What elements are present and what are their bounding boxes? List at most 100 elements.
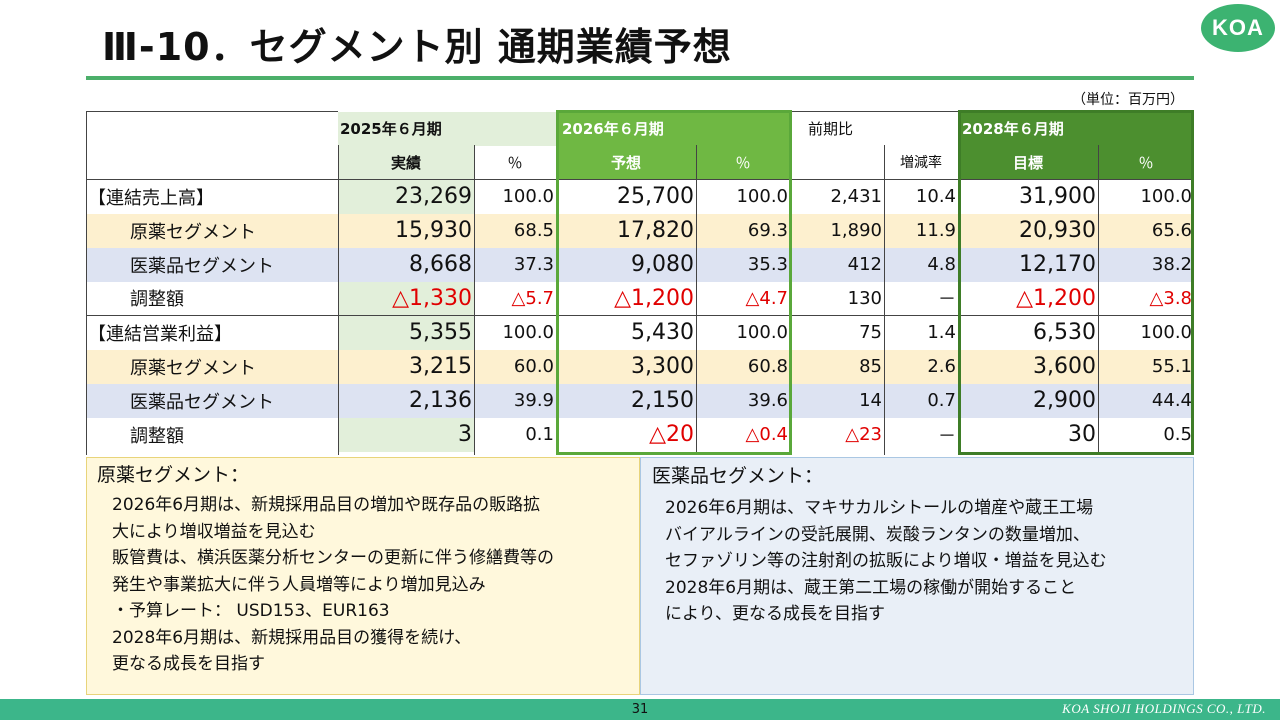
- table-divider-rate: [884, 145, 885, 455]
- pct-2026-cell: △0.4: [696, 417, 790, 452]
- target-2028-cell: △1,200: [958, 281, 1098, 316]
- company-name: KOA SHOJI HOLDINGS CO., LTD.: [1062, 701, 1266, 716]
- table-row: 原薬セグメント 3,215 60.0 3,300 60.8 85 2.6 3,6…: [86, 349, 1194, 384]
- actual-2025-cell: 3,215: [338, 349, 474, 384]
- pharma-note-line: 2028年6月期は、蔵王第二工場の稼働が開始すること: [665, 577, 1077, 598]
- change-rate-cell: 0.7: [884, 383, 958, 418]
- pct-2028-cell: 65.6: [1098, 213, 1194, 248]
- table-row: 【連結売上高】 23,269 100.0 25,700 100.0 2,431 …: [86, 179, 1194, 214]
- actual-2025-cell: 23,269: [338, 179, 474, 214]
- pct-2025-cell: 68.5: [474, 213, 556, 248]
- change-rate-cell: 1.4: [884, 315, 958, 350]
- table-divider-pct26: [696, 145, 697, 455]
- table-row: 【連結営業利益】 5,355 100.0 5,430 100.0 75 1.4 …: [86, 315, 1194, 350]
- header-pct-2026: ％: [696, 145, 790, 180]
- target-2028-cell: 20,930: [958, 213, 1098, 248]
- header-pct-2028: ％: [1098, 145, 1194, 180]
- target-2028-cell: 6,530: [958, 315, 1098, 350]
- pharma-note-line: 2026年6月期は、マキサカルシトールの増産や蔵王工場: [665, 498, 1094, 518]
- pct-2025-cell: 100.0: [474, 315, 556, 350]
- row-label: 調整額: [86, 417, 338, 452]
- table-divider-label: [338, 145, 339, 455]
- page-title: Ⅲ-10．セグメント別 通期業績予想: [102, 25, 732, 69]
- pct-2025-cell: 60.0: [474, 349, 556, 384]
- actual-2025-cell: 2,136: [338, 383, 474, 418]
- pharma-note-line: セファゾリン等の注射剤の拡販により増収・増益を見込む: [665, 551, 1107, 571]
- yoy-cell: △23: [790, 417, 884, 452]
- header-fy2026: 2026年６月期: [556, 111, 696, 146]
- row-label: 【連結売上高】: [86, 179, 338, 214]
- api-note-line: 2028年6月期は、新規採用品目の獲得を続け、: [112, 627, 472, 648]
- footer-bar: [0, 699, 1280, 720]
- pct-2025-cell: 0.1: [474, 417, 556, 452]
- pharma-note-line: により、更なる成長を目指す: [665, 604, 885, 624]
- api-note-line: 更なる成長を目指す: [112, 654, 265, 674]
- company-logo: KOA: [1201, 4, 1275, 52]
- pct-2025-cell: 37.3: [474, 247, 556, 282]
- pct-2028-cell: 0.5: [1098, 417, 1194, 452]
- page-number: 31: [631, 702, 649, 717]
- api-note-line: 2026年6月期は、新規採用品目の増加や既存品の販路拡: [112, 495, 541, 515]
- pharma-note-line: バイアルラインの受託展開、炭酸ランタンの数量増加、: [665, 524, 1090, 545]
- header-corner: [86, 111, 338, 146]
- target-2028-cell: 31,900: [958, 179, 1098, 214]
- row-label: 【連結営業利益】: [86, 315, 338, 350]
- header-fy2025: 2025年６月期: [338, 111, 556, 146]
- header-target: 目標: [958, 145, 1098, 180]
- yoy-cell: 2,431: [790, 179, 884, 214]
- header-actual: 実績: [338, 145, 474, 180]
- change-rate-cell: －: [884, 281, 958, 316]
- api-note-line: ・予算レート： USD153、EUR163: [112, 601, 390, 621]
- actual-2025-cell: 8,668: [338, 247, 474, 282]
- api-note-line: 販管費は、横浜医薬分析センターの更新に伴う修繕費等の: [112, 548, 554, 568]
- forecast-2026-cell: 17,820: [556, 213, 696, 248]
- pct-2028-cell: 100.0: [1098, 179, 1194, 214]
- forecast-2026-cell: 3,300: [556, 349, 696, 384]
- api-note-line: 発生や事業拡大に伴う人員増等により増加見込み: [112, 574, 486, 595]
- pct-2026-cell: △4.7: [696, 281, 790, 316]
- actual-2025-cell: 3: [338, 417, 474, 452]
- api-segment-note: 原薬セグメント： 2026年6月期は、新規採用品目の増加や既存品の販路拡 大によ…: [86, 457, 640, 695]
- forecast-2026-cell: 5,430: [556, 315, 696, 350]
- row-label: 原薬セグメント: [86, 213, 338, 248]
- table-divider-pct28: [1098, 145, 1099, 455]
- pct-2025-cell: △5.7: [474, 281, 556, 316]
- table-row: 原薬セグメント 15,930 68.5 17,820 69.3 1,890 11…: [86, 213, 1194, 248]
- table-header-row-1: 2025年６月期 2026年６月期 前期比 2028年６月期: [86, 111, 1194, 146]
- header-pct-2025: ％: [474, 145, 556, 180]
- change-rate-cell: 10.4: [884, 179, 958, 214]
- row-label: 医薬品セグメント: [86, 383, 338, 418]
- yoy-cell: 14: [790, 383, 884, 418]
- header-blank: [86, 145, 338, 180]
- header-yoy-filler: [884, 111, 958, 146]
- change-rate-cell: 4.8: [884, 247, 958, 282]
- pct-2028-cell: △3.8: [1098, 281, 1194, 316]
- pharma-note-heading: 医薬品セグメント：: [652, 465, 824, 487]
- header-yoy-blank: [790, 145, 884, 180]
- table-row: 調整額 3 0.1 △20 △0.4 △23 － 30 0.5: [86, 417, 1194, 452]
- table-row: 医薬品セグメント 8,668 37.3 9,080 35.3 412 4.8 1…: [86, 247, 1194, 282]
- row-label: 原薬セグメント: [86, 349, 338, 384]
- pharma-segment-note: 医薬品セグメント： 2026年6月期は、マキサカルシトールの増産や蔵王工場 バイ…: [640, 457, 1194, 695]
- table-left-border: [86, 111, 87, 455]
- table-row: 調整額 △1,330 △5.7 △1,200 △4.7 130 － △1,200…: [86, 281, 1194, 316]
- change-rate-cell: 11.9: [884, 213, 958, 248]
- pct-2026-cell: 69.3: [696, 213, 790, 248]
- row-label: 医薬品セグメント: [86, 247, 338, 282]
- pct-2025-cell: 100.0: [474, 179, 556, 214]
- unit-label: （単位：百万円）: [1072, 92, 1184, 108]
- forecast-2026-cell: △1,200: [556, 281, 696, 316]
- change-rate-cell: 2.6: [884, 349, 958, 384]
- header-fy2026-filler: [696, 111, 790, 146]
- forecast-2026-cell: 2,150: [556, 383, 696, 418]
- yoy-cell: 75: [790, 315, 884, 350]
- table-row: 医薬品セグメント 2,136 39.9 2,150 39.6 14 0.7 2,…: [86, 383, 1194, 418]
- yoy-cell: 412: [790, 247, 884, 282]
- pct-2026-cell: 100.0: [696, 315, 790, 350]
- segment-forecast-table: 2025年６月期 2026年６月期 前期比 2028年６月期 実績 ％ 予想 ％…: [86, 111, 1194, 452]
- yoy-cell: 85: [790, 349, 884, 384]
- pct-2028-cell: 44.4: [1098, 383, 1194, 418]
- yoy-cell: 130: [790, 281, 884, 316]
- target-2028-cell: 30: [958, 417, 1098, 452]
- target-2028-cell: 3,600: [958, 349, 1098, 384]
